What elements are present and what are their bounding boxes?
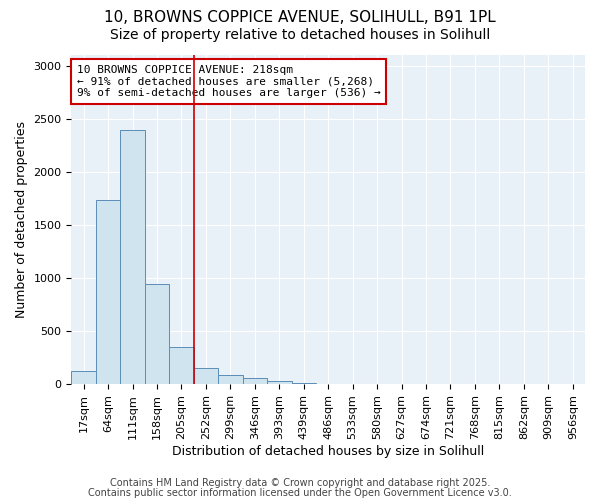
- Bar: [218, 374, 242, 384]
- Text: Size of property relative to detached houses in Solihull: Size of property relative to detached ho…: [110, 28, 490, 42]
- Bar: [121, 130, 145, 384]
- Bar: [145, 284, 169, 384]
- Text: Contains HM Land Registry data © Crown copyright and database right 2025.: Contains HM Land Registry data © Crown c…: [110, 478, 490, 488]
- Text: Contains public sector information licensed under the Open Government Licence v3: Contains public sector information licen…: [88, 488, 512, 498]
- Bar: [96, 200, 121, 384]
- Bar: [194, 368, 218, 384]
- Bar: [267, 382, 292, 384]
- Text: 10, BROWNS COPPICE AVENUE, SOLIHULL, B91 1PL: 10, BROWNS COPPICE AVENUE, SOLIHULL, B91…: [104, 10, 496, 25]
- X-axis label: Distribution of detached houses by size in Solihull: Distribution of detached houses by size …: [172, 444, 484, 458]
- Text: 10 BROWNS COPPICE AVENUE: 218sqm
← 91% of detached houses are smaller (5,268)
9%: 10 BROWNS COPPICE AVENUE: 218sqm ← 91% o…: [77, 65, 380, 98]
- Bar: [292, 383, 316, 384]
- Bar: [242, 378, 267, 384]
- Bar: [169, 347, 194, 384]
- Y-axis label: Number of detached properties: Number of detached properties: [15, 121, 28, 318]
- Bar: [71, 372, 96, 384]
